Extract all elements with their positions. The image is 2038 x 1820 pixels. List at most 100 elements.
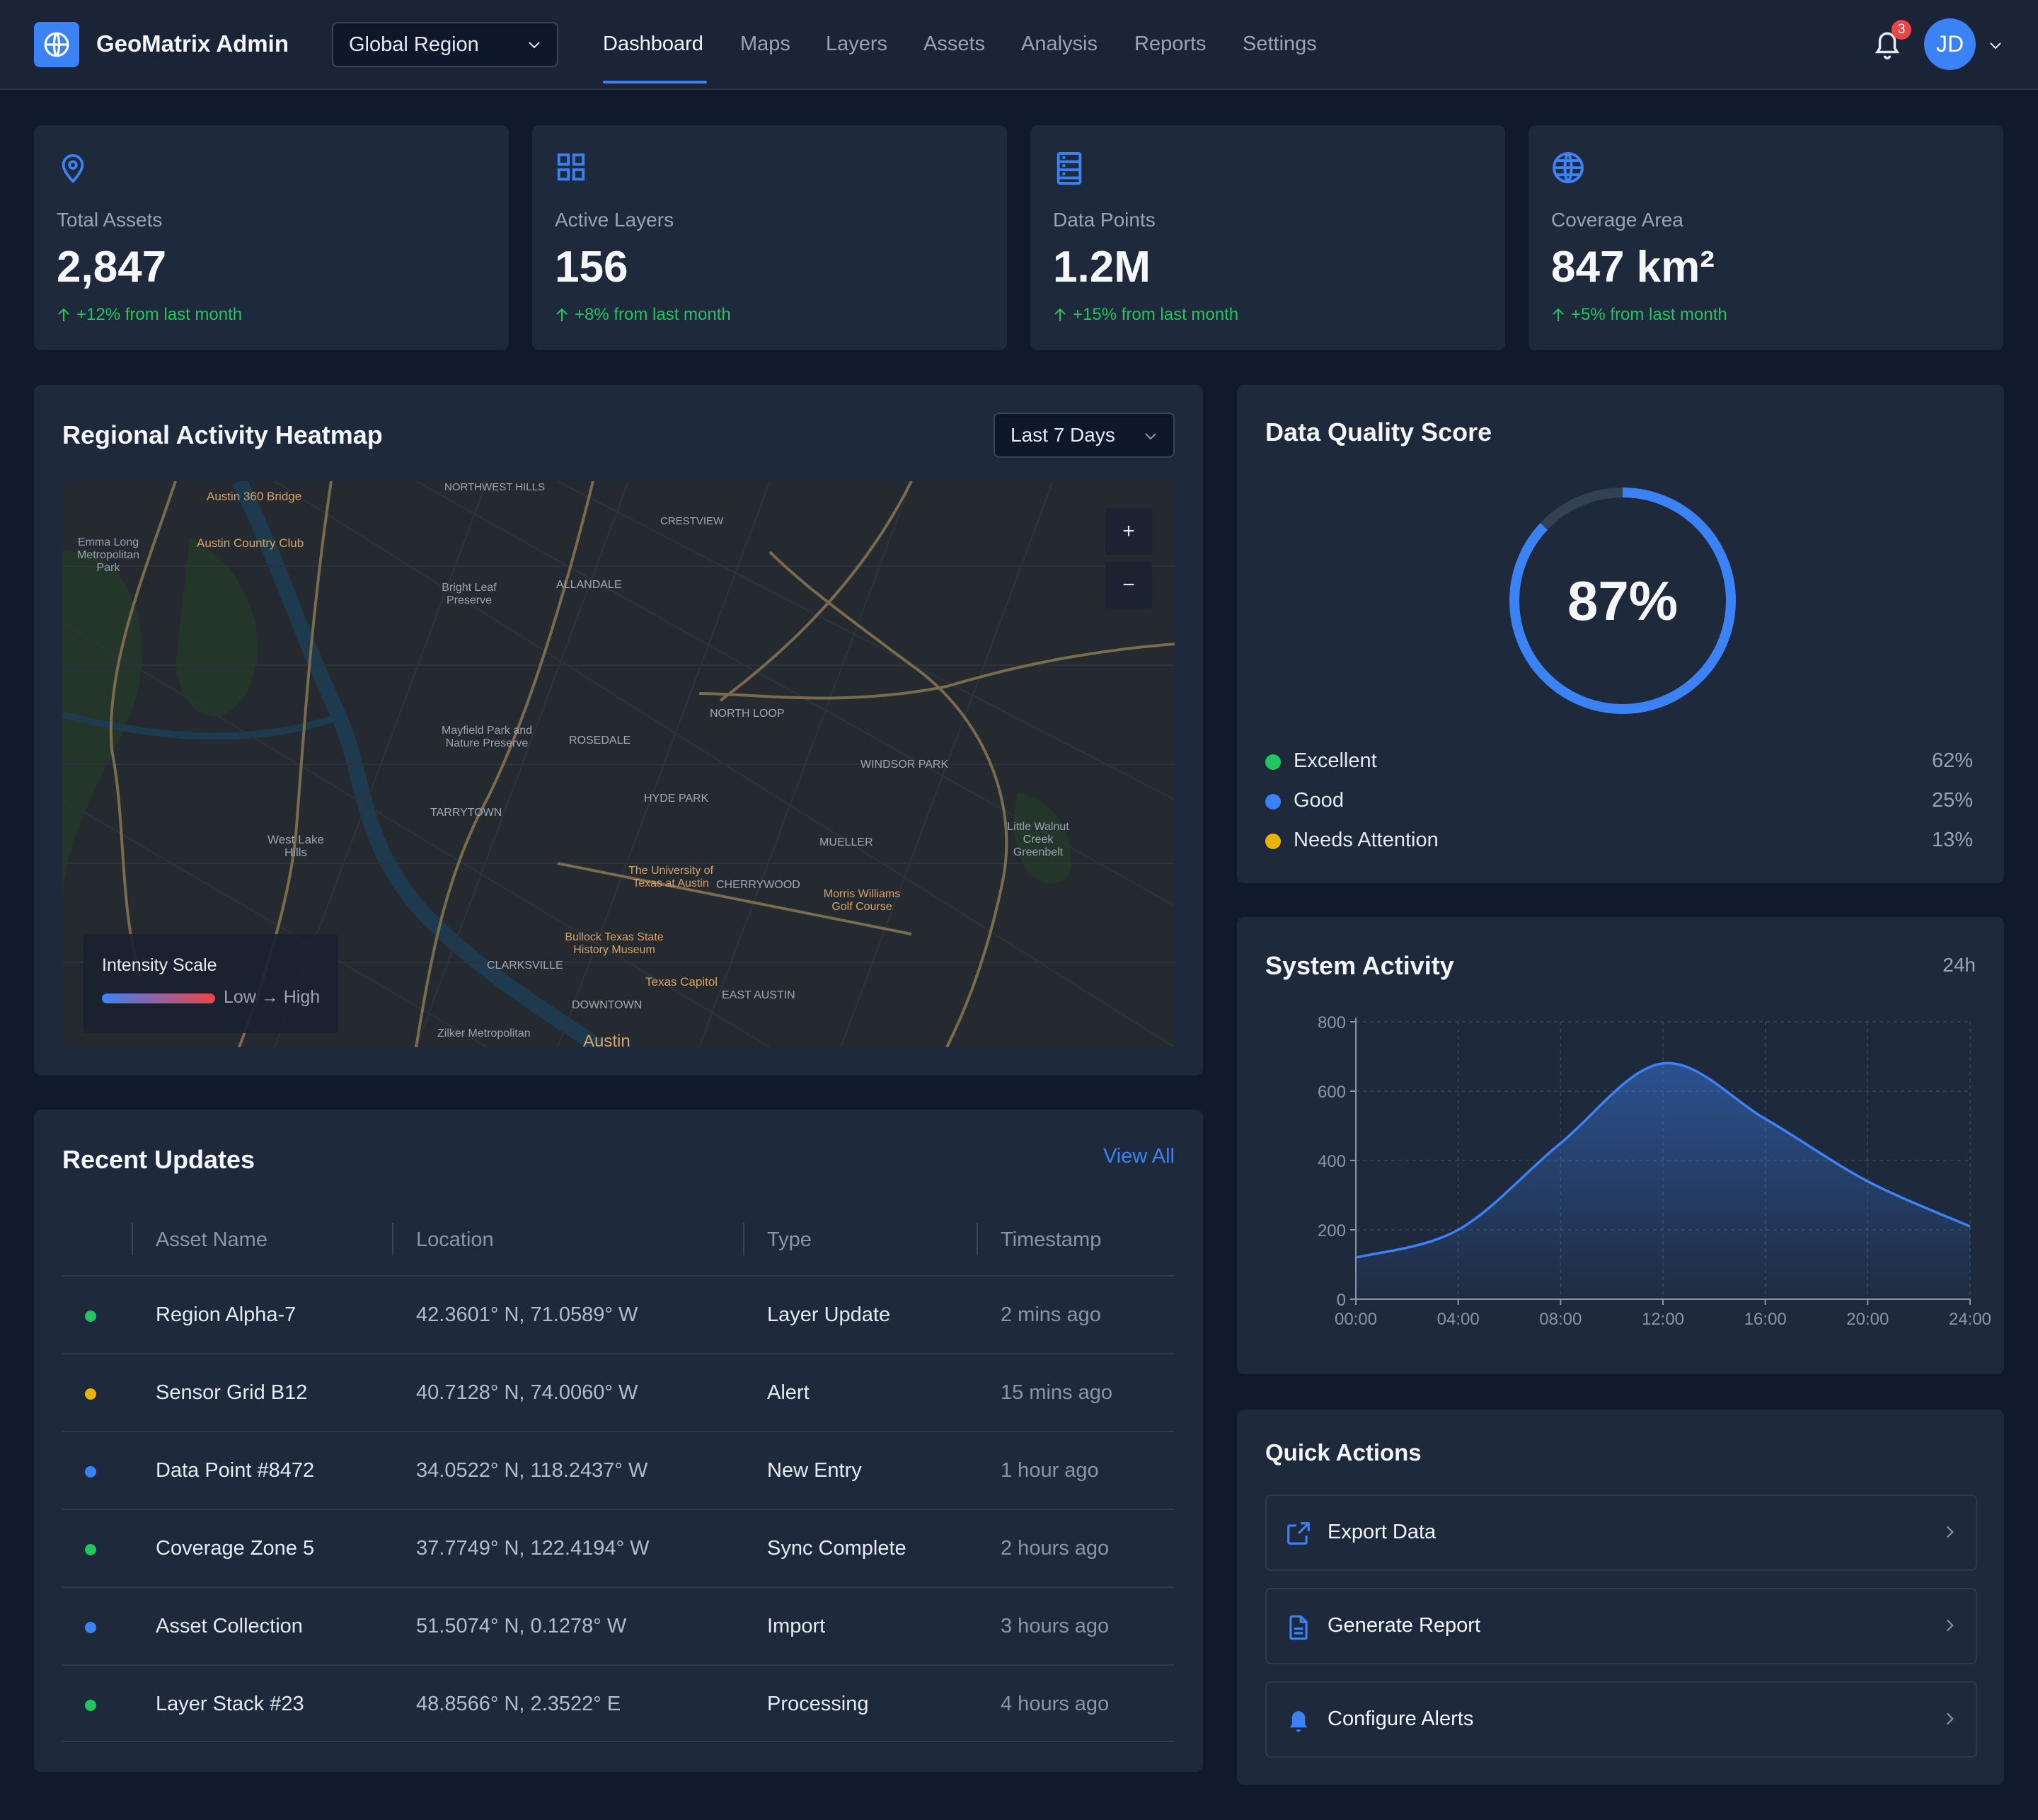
y-tick-label: 200 — [1318, 1221, 1346, 1240]
y-tick-label: 0 — [1337, 1291, 1346, 1310]
asset-name: Layer Stack #23 — [156, 1693, 304, 1715]
status-dot — [85, 1388, 96, 1400]
map-label: Zilker Metropolitan — [437, 1027, 531, 1039]
date-range-select[interactable]: Last 7 Days — [994, 413, 1175, 458]
view-all-link[interactable]: View All — [1103, 1145, 1175, 1168]
quality-value: 25% — [1931, 789, 1973, 812]
map-label: Austin Country Club — [197, 536, 304, 550]
nav-maps[interactable]: Maps — [740, 33, 790, 55]
nav-settings[interactable]: Settings — [1243, 33, 1317, 55]
stat-card-data-points: Data Points 1.2M +15% from last month — [1030, 125, 1505, 350]
data-quality-title: Data Quality Score — [1265, 417, 1492, 447]
update-timestamp: 3 hours ago — [1001, 1615, 1110, 1637]
chevron-down-icon[interactable] — [1987, 37, 2004, 54]
stat-trend: +5% from last month — [1551, 305, 1727, 325]
nav-assets[interactable]: Assets — [923, 33, 986, 55]
legend-range: Low → High — [224, 987, 321, 1007]
arrow-up-icon — [556, 308, 568, 321]
quality-donut — [1509, 488, 1736, 714]
asset-location: 48.8566° N, 2.3522° E — [416, 1693, 621, 1715]
table-row[interactable]: Asset Collection 51.5074° N, 0.1278° W I… — [62, 1586, 1175, 1664]
nav-reports[interactable]: Reports — [1134, 33, 1207, 55]
map-label: DOWNTOWN — [572, 999, 643, 1011]
y-tick-label: 400 — [1318, 1152, 1346, 1171]
quality-row-excellent: Excellent 62% — [1265, 747, 1973, 776]
user-avatar[interactable]: JD — [1924, 18, 1976, 70]
intensity-legend: Intensity Scale Low → High — [84, 934, 338, 1033]
map-label: Bullock Texas State History Museum — [565, 931, 664, 956]
map-label: EAST AUSTIN — [722, 989, 795, 1001]
table-row[interactable]: Data Point #8472 34.0522° N, 118.2437° W… — [62, 1431, 1175, 1509]
top-header: GeoMatrix Admin Global Region Dashboard … — [0, 0, 2038, 90]
configure-alerts-button[interactable]: Configure Alerts — [1265, 1681, 1977, 1758]
map-label: The University of Texas at Austin — [628, 865, 714, 889]
data-quality-card: Data Quality Score 87% Excellent 62% Goo… — [1237, 385, 2004, 883]
stat-label: Active Layers — [555, 209, 674, 231]
map-label: HYDE PARK — [644, 793, 709, 805]
globe-icon — [44, 32, 69, 57]
map-label: Mayfield Park and Nature Preserve — [441, 725, 533, 749]
recent-updates-card: Recent Updates View All Asset Name Locat… — [34, 1110, 1203, 1772]
map-label: Morris Williams Golf Course — [823, 888, 901, 913]
app-logo[interactable] — [34, 22, 79, 67]
quick-action-label: Configure Alerts — [1328, 1707, 1474, 1730]
notification-bell-icon[interactable] — [1872, 28, 1902, 61]
column-header-timestamp[interactable]: Timestamp — [1001, 1228, 1102, 1251]
status-dot — [85, 1622, 96, 1633]
quality-score: 87% — [1567, 569, 1679, 632]
chevron-right-icon — [1946, 1619, 1954, 1632]
generate-report-button[interactable]: Generate Report — [1265, 1588, 1977, 1664]
column-divider — [977, 1223, 978, 1255]
nav-dashboard[interactable]: Dashboard — [603, 33, 703, 55]
update-type: Import — [767, 1615, 826, 1637]
status-dot — [1265, 834, 1281, 849]
column-divider — [132, 1223, 133, 1255]
column-header-type[interactable]: Type — [767, 1228, 812, 1251]
heatmap-map[interactable]: Austin 360 Bridge NORTHWEST HILLS CRESTV… — [62, 481, 1175, 1047]
chevron-down-icon — [529, 42, 540, 49]
column-divider — [743, 1223, 744, 1255]
zoom-in-button[interactable]: + — [1105, 508, 1152, 555]
map-pin-icon — [62, 154, 84, 183]
column-header-asset-name[interactable]: Asset Name — [156, 1228, 267, 1251]
update-timestamp: 2 hours ago — [1001, 1537, 1110, 1560]
heatmap-card: Regional Activity Heatmap Last 7 Days — [34, 385, 1203, 1076]
map-label: WINDSOR PARK — [860, 759, 949, 771]
map-label: Texas Capitol — [645, 975, 718, 989]
zoom-out-button[interactable]: − — [1105, 562, 1152, 609]
column-divider — [392, 1223, 393, 1255]
export-data-button[interactable]: Export Data — [1265, 1494, 1977, 1571]
quality-row-needs-attention: Needs Attention 13% — [1265, 827, 1973, 855]
asset-location: 40.7128° N, 74.0060° W — [416, 1381, 638, 1404]
quality-label: Needs Attention — [1294, 829, 1439, 851]
stat-card-total-assets: Total Assets 2,847 +12% from last month — [34, 125, 509, 350]
region-select[interactable]: Global Region — [332, 22, 558, 67]
nav-analysis[interactable]: Analysis — [1021, 33, 1098, 55]
y-tick-label: 800 — [1318, 1013, 1346, 1032]
stat-value: 156 — [555, 243, 628, 292]
table-row[interactable]: Sensor Grid B12 40.7128° N, 74.0060° W A… — [62, 1353, 1175, 1431]
update-type: Alert — [767, 1381, 810, 1404]
active-nav-indicator — [603, 81, 707, 83]
region-select-value: Global Region — [349, 33, 479, 56]
column-header-location[interactable]: Location — [416, 1228, 494, 1251]
database-icon — [1057, 152, 1082, 185]
asset-name: Sensor Grid B12 — [156, 1381, 308, 1404]
status-dot — [85, 1544, 96, 1555]
status-dot — [85, 1311, 96, 1322]
map-label: MUELLER — [819, 836, 873, 848]
asset-location: 34.0522° N, 118.2437° W — [416, 1459, 648, 1482]
table-row[interactable]: Region Alpha-7 42.3601° N, 71.0589° W La… — [62, 1275, 1175, 1353]
table-row[interactable]: Coverage Zone 5 37.7749° N, 122.4194° W … — [62, 1509, 1175, 1586]
nav-layers[interactable]: Layers — [826, 33, 888, 55]
table-row[interactable]: Layer Stack #23 48.8566° N, 2.3522° E Pr… — [62, 1664, 1175, 1742]
x-tick-label: 08:00 — [1539, 1310, 1582, 1329]
x-tick-label: 16:00 — [1744, 1310, 1787, 1329]
stat-label: Total Assets — [57, 209, 163, 231]
quality-label: Excellent — [1294, 749, 1377, 772]
map-label: Emma Long Metropolitan Park — [76, 536, 140, 574]
quick-actions-card: Quick Actions Export Data Generate Repor… — [1237, 1410, 2004, 1785]
stat-label: Coverage Area — [1551, 209, 1683, 231]
chevron-right-icon — [1946, 1712, 1954, 1725]
quick-actions-title: Quick Actions — [1265, 1439, 1422, 1465]
